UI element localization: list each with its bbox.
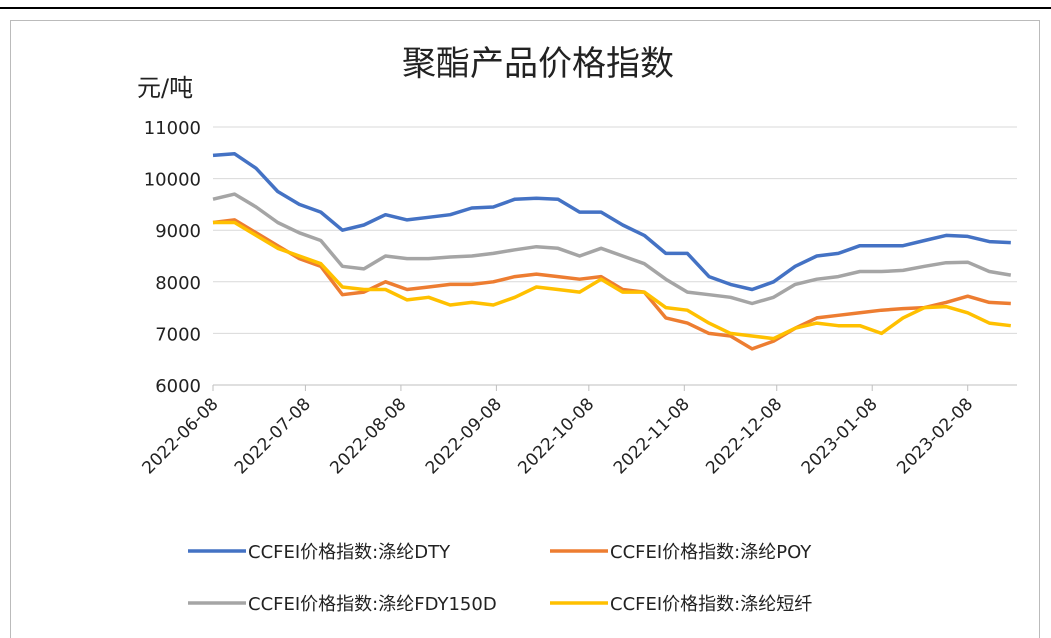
y-tick-label: 7000 xyxy=(155,324,201,345)
series-line xyxy=(213,220,1012,341)
y-tick-label: 8000 xyxy=(155,273,201,294)
legend-label: CCFEI价格指数:涤纶FDY150D xyxy=(248,594,497,615)
chart-title: 聚酯产品价格指数 xyxy=(402,44,674,84)
chart-frame xyxy=(10,20,1040,638)
series-line xyxy=(212,218,1011,351)
series-line xyxy=(212,152,1011,292)
legend-label: CCFEI价格指数:涤纶短纤 xyxy=(610,594,812,615)
y-tick-label: 10000 xyxy=(144,170,201,191)
y-axis-label: 元/吨 xyxy=(137,74,193,102)
legend-label: CCFEI价格指数:涤纶DTY xyxy=(248,542,451,563)
legend-label: CCFEI价格指数:涤纶POY xyxy=(610,542,812,563)
y-tick-label: 11000 xyxy=(144,118,201,139)
y-tick-label: 6000 xyxy=(155,376,201,397)
series-line xyxy=(212,192,1012,306)
y-tick-label: 9000 xyxy=(155,221,201,242)
